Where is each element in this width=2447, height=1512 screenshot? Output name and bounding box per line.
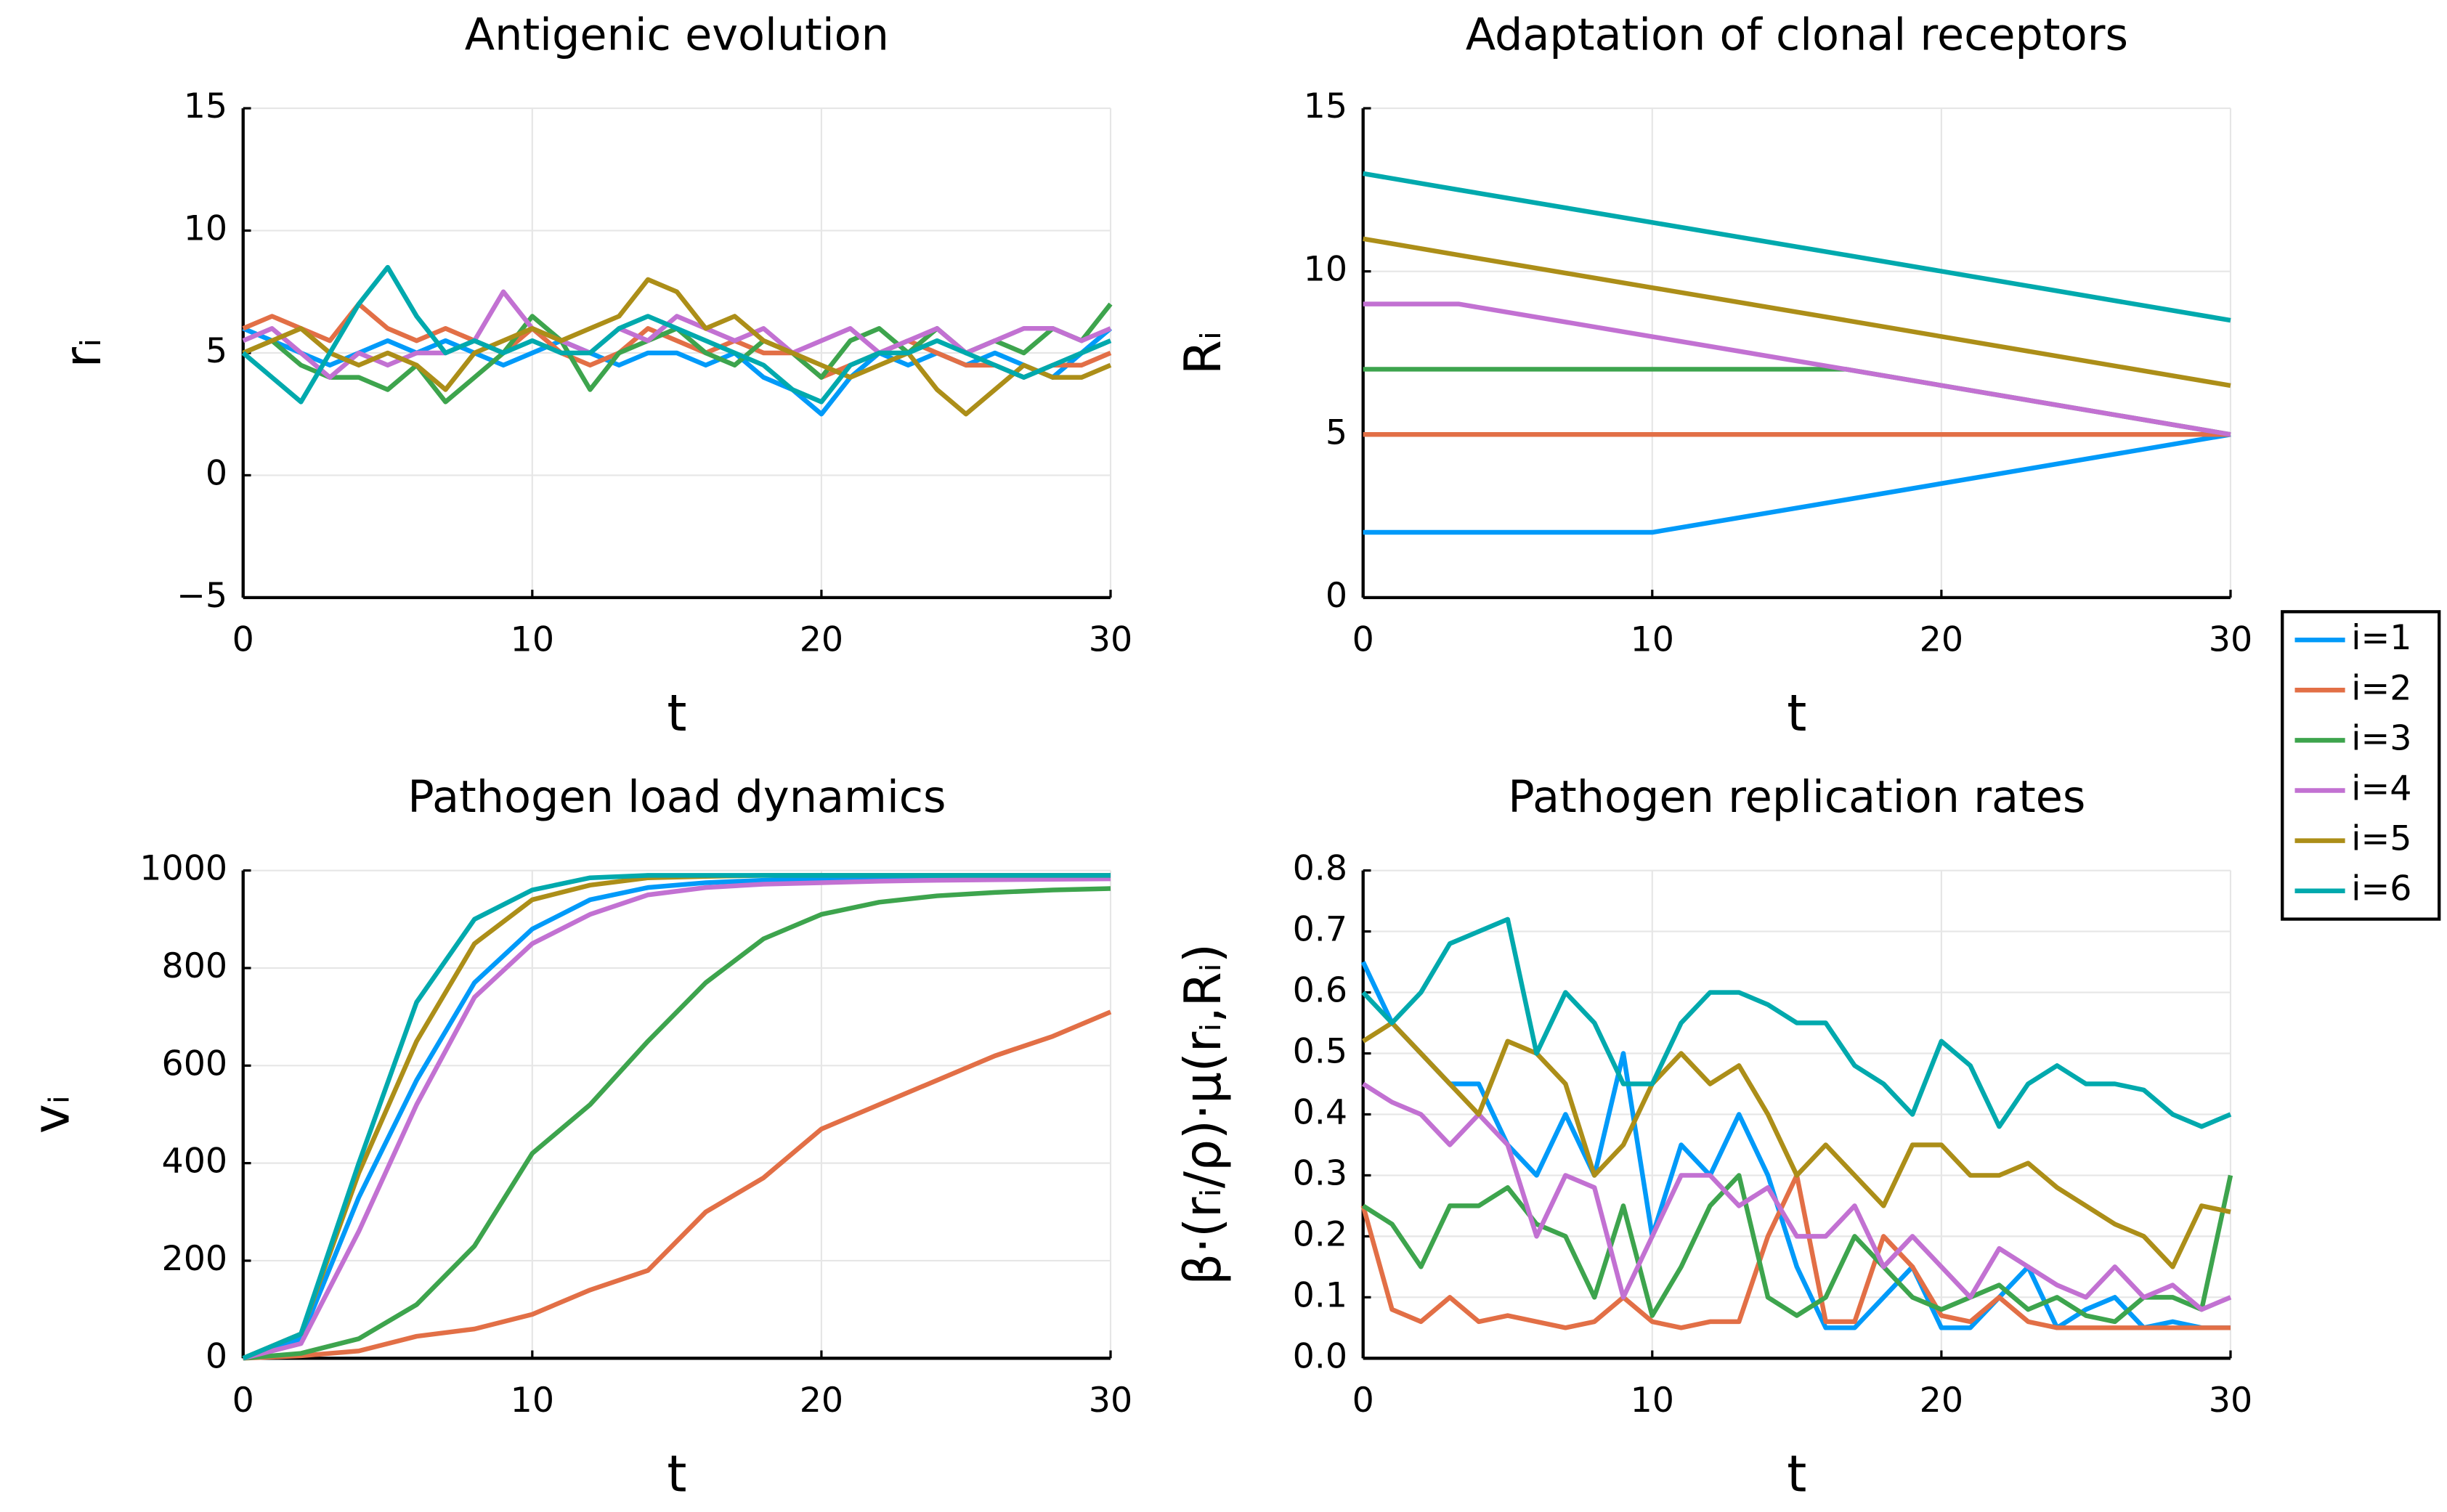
y-tick-label: 1000 — [139, 849, 227, 889]
y-axis-label: β·(rᵢ/ρ)·μ(rᵢ,Rᵢ) — [1174, 943, 1233, 1285]
y-axis-label: vᵢ — [23, 1095, 81, 1134]
x-tick-label: 10 — [1631, 1381, 1674, 1420]
series-line — [241, 264, 1112, 405]
series-line — [1363, 432, 2231, 535]
y-tick-label: 15 — [184, 86, 227, 126]
x-tick-label: 0 — [1352, 1381, 1374, 1420]
y-tick-label: 0.4 — [1293, 1092, 1348, 1132]
x-tick-label: 20 — [800, 619, 843, 659]
legend-box — [2281, 610, 2441, 921]
y-tick-label: 0.6 — [1293, 971, 1348, 1011]
legend-label: i=4 — [2351, 769, 2411, 809]
x-tick-label: 30 — [1089, 1381, 1132, 1420]
y-tick-label: 5 — [206, 331, 227, 371]
y-tick-label: 800 — [161, 946, 227, 986]
x-tick-label: 0 — [1352, 619, 1374, 659]
series-line — [1363, 171, 2231, 323]
x-axis-label: t — [1787, 1445, 1806, 1503]
series-line — [1363, 367, 2231, 437]
series-line — [1361, 1020, 2231, 1269]
y-tick-label: 400 — [161, 1142, 227, 1182]
y-tick-label: 0.0 — [1293, 1336, 1348, 1376]
legend-label: i=2 — [2351, 668, 2411, 708]
x-axis-label: t — [1787, 685, 1806, 743]
y-tick-label: 0.1 — [1293, 1275, 1348, 1315]
x-tick-label: 20 — [1920, 619, 1963, 659]
y-tick-label: 600 — [161, 1044, 227, 1084]
y-tick-label: 0.2 — [1293, 1214, 1348, 1254]
legend-label: i=6 — [2351, 869, 2411, 909]
x-tick-label: 20 — [800, 1381, 843, 1420]
y-tick-label: 0.7 — [1293, 910, 1348, 950]
series-line — [242, 301, 1112, 380]
y-tick-label: 200 — [161, 1239, 227, 1279]
x-tick-label: 10 — [511, 1381, 554, 1420]
series-line — [243, 1009, 1112, 1361]
series-line — [242, 873, 1111, 1361]
y-tick-label: 0.8 — [1293, 849, 1348, 889]
chart-title: Antigenic evolution — [465, 9, 889, 60]
y-tick-label: 0.5 — [1293, 1032, 1348, 1072]
legend-label: i=5 — [2351, 819, 2411, 859]
y-tick-label: 0.3 — [1293, 1153, 1348, 1193]
y-tick-label: 0 — [1326, 576, 1347, 616]
y-tick-label: 5 — [1326, 412, 1347, 452]
x-tick-label: 10 — [1631, 619, 1674, 659]
x-tick-label: 0 — [232, 1381, 254, 1420]
x-tick-label: 30 — [1089, 619, 1132, 659]
x-tick-label: 0 — [232, 619, 254, 659]
y-axis-label: Rᵢ — [1174, 331, 1233, 375]
series-line — [1361, 916, 2232, 1129]
series-line — [1363, 236, 2231, 389]
series-line — [242, 277, 1112, 417]
series-line — [1360, 961, 2231, 1330]
chart-title: Pathogen replication rates — [1508, 772, 2085, 823]
series-line — [243, 886, 1111, 1361]
y-axis-label: rᵢ — [54, 338, 113, 368]
x-axis-label: t — [667, 1445, 686, 1503]
x-tick-label: 10 — [511, 619, 554, 659]
chart-title: Adaptation of clonal receptors — [1466, 9, 2128, 60]
y-tick-label: 15 — [1304, 86, 1347, 126]
y-tick-label: 0 — [206, 1336, 227, 1376]
chart-title: Pathogen load dynamics — [407, 772, 946, 823]
legend-label: i=1 — [2351, 618, 2411, 658]
series-line — [1361, 1173, 2233, 1325]
y-tick-label: 0 — [206, 453, 227, 493]
x-tick-label: 30 — [2209, 1381, 2252, 1420]
legend-label: i=3 — [2351, 718, 2411, 758]
y-tick-label: −5 — [176, 576, 227, 616]
series-line — [242, 876, 1111, 1361]
x-tick-label: 30 — [2209, 619, 2252, 659]
series-line — [1361, 1081, 2232, 1312]
y-tick-label: 10 — [184, 209, 227, 249]
y-tick-label: 10 — [1304, 250, 1347, 290]
series-line — [1363, 301, 2231, 437]
x-axis-label: t — [667, 685, 686, 743]
x-tick-label: 20 — [1920, 1381, 1963, 1420]
